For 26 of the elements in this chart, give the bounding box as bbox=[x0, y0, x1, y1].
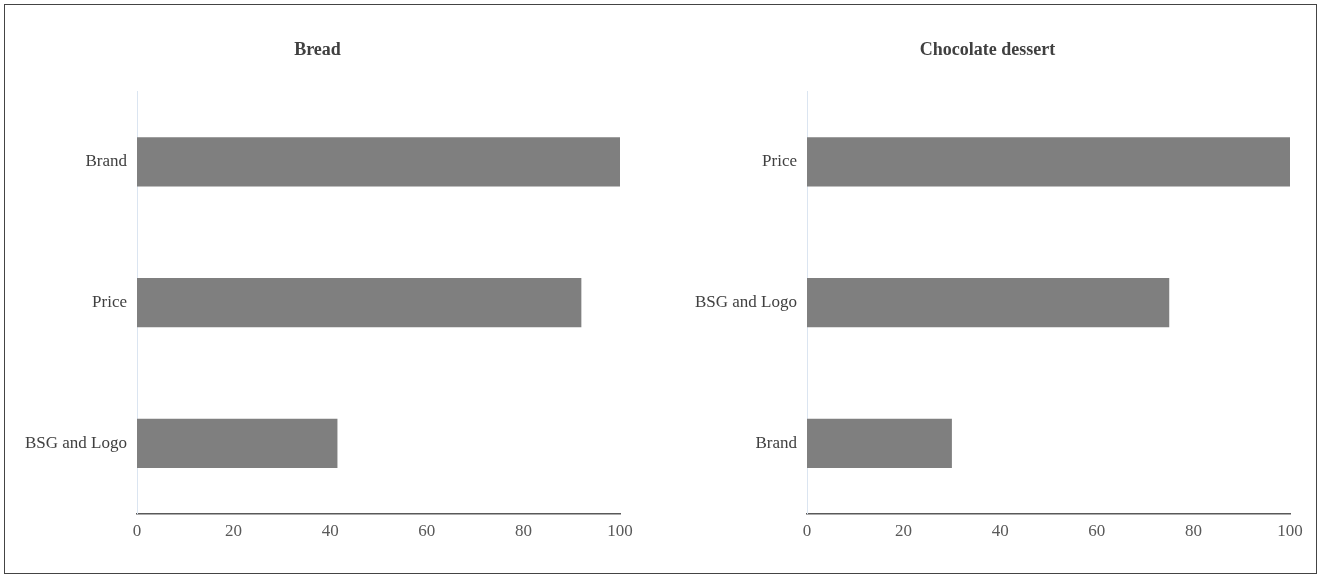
y-tick-label: BSG and Logo bbox=[695, 292, 797, 312]
bar bbox=[137, 418, 338, 468]
x-tick-label: 0 bbox=[802, 521, 812, 541]
x-tick-label: 60 bbox=[1088, 521, 1106, 541]
x-tick-label: 80 bbox=[514, 521, 532, 541]
x-tick-label: 0 bbox=[132, 521, 142, 541]
y-tick-label: Price bbox=[762, 151, 797, 171]
chart-title: Bread bbox=[294, 39, 341, 60]
x-tick-label: 20 bbox=[895, 521, 913, 541]
y-tick-label: BSG and Logo bbox=[25, 432, 127, 452]
x-tick-label: 60 bbox=[418, 521, 436, 541]
bar bbox=[807, 137, 1290, 187]
x-tick-label: 100 bbox=[607, 521, 633, 541]
bar bbox=[807, 277, 1170, 328]
chart-title: Chocolate dessert bbox=[919, 39, 1056, 60]
y-tick-label: Brand bbox=[85, 151, 128, 171]
y-tick-label: Brand bbox=[755, 432, 798, 452]
x-tick-label: 80 bbox=[1184, 521, 1202, 541]
x-tick-label: 20 bbox=[225, 521, 243, 541]
bar bbox=[137, 137, 620, 187]
bar bbox=[807, 418, 952, 468]
x-tick-label: 40 bbox=[991, 521, 1009, 541]
bar bbox=[137, 277, 582, 328]
x-tick-label: 40 bbox=[321, 521, 339, 541]
x-tick-label: 100 bbox=[1277, 521, 1303, 541]
y-tick-label: Price bbox=[92, 292, 127, 312]
